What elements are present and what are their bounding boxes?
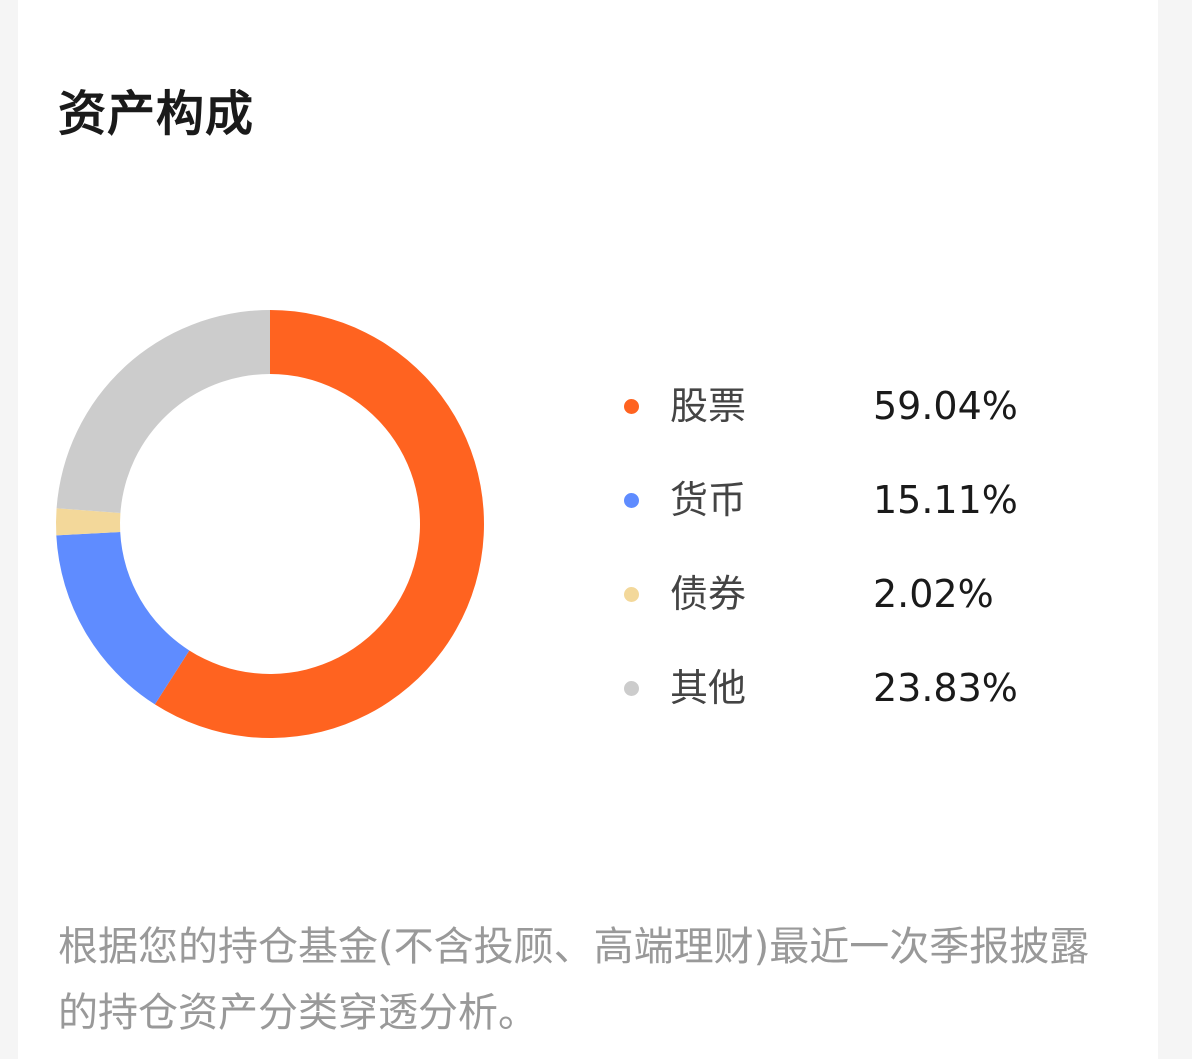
legend-label-money: 货币 bbox=[670, 478, 747, 522]
legend-value-stocks: 59.04% bbox=[873, 384, 1018, 428]
footnote-text: 根据您的持仓基金(不含投顾、高端理财)最近一次季报披露的持仓资产分类穿透分析。 bbox=[58, 924, 1090, 1036]
legend-dot-stocks bbox=[624, 399, 639, 414]
legend-dot-bonds bbox=[624, 587, 639, 602]
donut-slice-stocks bbox=[154, 310, 485, 738]
legend-value-other: 23.83% bbox=[873, 666, 1018, 710]
section-title: 资产构成 bbox=[58, 86, 255, 142]
donut-slice-other bbox=[56, 310, 270, 513]
legend-item-other: 其他 23.83% bbox=[618, 650, 1078, 744]
legend-dot-money bbox=[624, 493, 639, 508]
legend-label-other: 其他 bbox=[670, 666, 747, 710]
donut-chart bbox=[55, 310, 485, 738]
donut-slice-money bbox=[56, 532, 190, 705]
legend-value-bonds: 2.02% bbox=[873, 572, 994, 616]
legend-label-stocks: 股票 bbox=[670, 384, 747, 428]
asset-composition-card: 资产构成 股票 59.04% 货币 15.11% 债券 2.02% 其他 23.… bbox=[18, 0, 1158, 1059]
legend-dot-other bbox=[624, 681, 639, 696]
legend-item-money: 货币 15.11% bbox=[618, 462, 1078, 556]
legend-item-stocks: 股票 59.04% bbox=[618, 368, 1078, 462]
legend-item-bonds: 债券 2.02% bbox=[618, 556, 1078, 650]
donut-slice-bonds bbox=[55, 508, 121, 536]
chart-legend: 股票 59.04% 货币 15.11% 债券 2.02% 其他 23.83% bbox=[618, 368, 1078, 744]
legend-label-bonds: 债券 bbox=[670, 572, 747, 616]
legend-value-money: 15.11% bbox=[873, 478, 1018, 522]
